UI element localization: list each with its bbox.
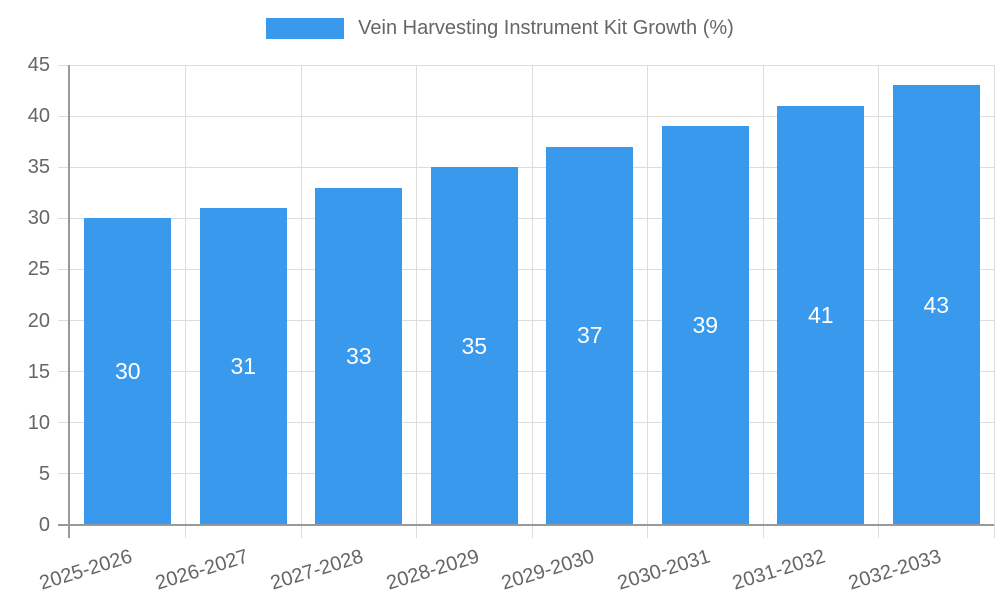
x-tick-label: 2025-2026 <box>37 545 135 595</box>
y-gridline <box>58 268 994 270</box>
y-gridline <box>58 320 994 322</box>
x-tick-label: 2028-2029 <box>383 545 482 595</box>
y-gridline <box>58 422 994 424</box>
x-gridline <box>300 65 302 538</box>
y-gridline <box>58 166 994 168</box>
y-tick-label: 40 <box>27 105 50 128</box>
y-tick-label: 35 <box>27 156 50 179</box>
x-gridline <box>647 65 648 538</box>
y-tick-label: 30 <box>27 207 50 230</box>
bar-value-label: 43 <box>923 291 950 318</box>
x-tick-label: 2032-2033 <box>845 545 944 595</box>
x-tick-label: 2027-2028 <box>268 545 366 595</box>
y-tick-label: 25 <box>27 258 50 281</box>
x-gridline <box>185 65 186 538</box>
legend-label: Vein Harvesting Instrument Kit Growth (%… <box>358 17 734 39</box>
y-tick-label: 5 <box>38 462 50 485</box>
y-tick-label: 15 <box>27 360 50 383</box>
bar[interactable]: 39 <box>661 126 749 525</box>
bar-value-label: 33 <box>345 342 372 369</box>
bar-value-label: 39 <box>692 312 719 339</box>
bar[interactable]: 37 <box>546 146 634 525</box>
bar[interactable]: 35 <box>430 167 518 525</box>
bar-value-label: 35 <box>461 332 488 359</box>
bar-value-label: 41 <box>807 301 834 328</box>
y-tick-label: 45 <box>27 54 50 76</box>
bar[interactable]: 30 <box>84 218 172 525</box>
chart-legend[interactable]: Vein Harvesting Instrument Kit Growth (%… <box>0 17 1000 40</box>
bar[interactable]: 33 <box>315 187 403 525</box>
x-tick-label: 2029-2030 <box>499 545 597 595</box>
bar[interactable]: 31 <box>199 208 287 525</box>
bar-value-label: 31 <box>230 353 257 380</box>
x-gridline <box>762 65 764 538</box>
y-gridline <box>58 64 994 66</box>
bar-value-label: 37 <box>576 322 603 349</box>
y-tick-label: 10 <box>27 411 50 434</box>
x-gridline <box>993 65 995 538</box>
legend-swatch <box>266 18 345 39</box>
x-gridline <box>416 65 417 538</box>
x-tick-label: 2031-2032 <box>730 545 828 595</box>
x-gridline <box>531 65 533 538</box>
y-tick-label: 0 <box>38 514 50 536</box>
y-axis-line <box>68 65 70 538</box>
bar[interactable]: 43 <box>892 85 980 525</box>
y-gridline <box>58 217 994 219</box>
y-gridline <box>58 115 994 117</box>
y-gridline <box>58 371 994 373</box>
bar-value-label: 30 <box>114 358 141 385</box>
x-tick-label: 2026-2027 <box>152 545 251 595</box>
x-tick-label: 2030-2031 <box>614 545 713 595</box>
bar[interactable]: 41 <box>777 105 865 525</box>
y-gridline <box>58 473 994 475</box>
x-gridline <box>878 65 879 538</box>
y-tick-label: 20 <box>27 309 50 332</box>
x-axis-line <box>58 524 994 526</box>
